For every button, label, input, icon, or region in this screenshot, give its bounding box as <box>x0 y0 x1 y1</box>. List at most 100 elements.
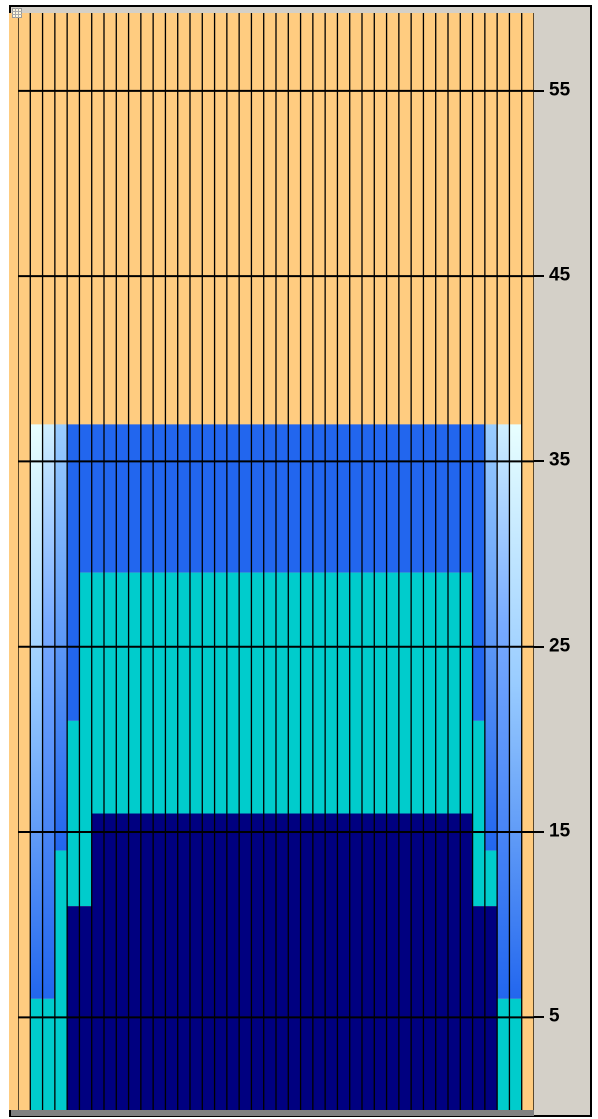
heatmap-cell-navy <box>165 813 178 1110</box>
heatmap-cell-teal <box>54 850 68 1110</box>
heatmap-cell-blue <box>190 424 203 573</box>
heatmap-cell-navy <box>374 813 387 1110</box>
heatmap-cell-navy <box>276 813 289 1110</box>
heatmap-cell-teal <box>509 998 522 1110</box>
heatmap-cell-teal <box>140 572 154 814</box>
heatmap-cell-teal <box>153 572 166 814</box>
y-tick-mark <box>534 1016 544 1019</box>
heatmap-cell-blue <box>140 424 154 573</box>
heatmap-cell-teal <box>497 998 510 1110</box>
heatmap-cell-teal <box>472 720 485 907</box>
heatmap-cell-navy <box>190 813 203 1110</box>
heatmap-cell-navy <box>460 813 473 1110</box>
heatmap-cell-blue <box>165 424 178 573</box>
heatmap-cell-blue <box>484 424 498 851</box>
heatmap-cell-blue <box>214 424 227 573</box>
heatmap-cell-teal <box>435 572 448 814</box>
heatmap-cell-blue <box>349 424 362 573</box>
heatmap-cell-teal <box>190 572 203 814</box>
bottom-scrollbar[interactable] <box>11 1110 534 1116</box>
y-tick-mark <box>534 89 544 92</box>
y-tick-label: 5 <box>549 1005 560 1027</box>
heatmap-cell-blue <box>300 424 313 573</box>
y-tick-mark <box>534 831 544 834</box>
heatmap-cell-blue <box>153 424 166 573</box>
y-tick-label: 45 <box>549 264 571 286</box>
heatmap-cell-teal <box>67 720 80 907</box>
heatmap-cell-blue <box>42 424 55 999</box>
heatmap-cell-teal <box>276 572 289 814</box>
heatmap-cell-blue <box>423 424 436 573</box>
heatmap-cell-navy <box>398 813 412 1110</box>
heatmap-cell-blue <box>386 424 399 573</box>
heatmap-cell-blue <box>202 424 215 573</box>
heatmap-cell-teal <box>79 572 92 907</box>
heatmap-cell-blue <box>116 424 129 573</box>
heatmap-cell-teal <box>398 572 412 814</box>
heatmap-cell-blue <box>337 424 350 573</box>
heatmap-cell-blue <box>497 424 510 999</box>
heatmap-cell-blue <box>398 424 412 573</box>
heatmap-cell-teal <box>91 572 104 814</box>
heatmap-cell-teal <box>288 572 301 814</box>
heatmap-cell-navy <box>349 813 362 1110</box>
heatmap-cell-navy <box>104 813 117 1110</box>
heatmap-cell-navy <box>177 813 190 1110</box>
heatmap-cell-teal <box>349 572 362 814</box>
heatmap-cell-teal <box>177 572 190 814</box>
heatmap-cell-blue <box>374 424 387 573</box>
y-tick-label: 25 <box>549 635 571 657</box>
y-tick-label: 55 <box>549 79 571 101</box>
heatmap-cell-navy <box>128 813 141 1110</box>
heatmap-cell-teal <box>312 572 326 814</box>
heatmap-cell-blue <box>54 424 68 851</box>
heatmap-cell-blue <box>128 424 141 573</box>
heatmap-cell-teal <box>116 572 129 814</box>
heatmap-cell-teal <box>423 572 436 814</box>
heatmap-cell-blue <box>104 424 117 573</box>
heatmap-cell-blue <box>276 424 289 573</box>
heatmap-cell-blue <box>460 424 473 573</box>
heatmap-cell-navy <box>411 813 424 1110</box>
heatmap-cell-blue <box>67 424 80 721</box>
heatmap-cell-blue <box>472 424 485 721</box>
heatmap-cell-navy <box>91 813 104 1110</box>
heatmap-cell-blue <box>263 424 276 573</box>
heatmap-cell-blue <box>362 424 375 573</box>
heatmap-cell-blue <box>411 424 424 573</box>
heatmap-cell-teal <box>484 850 498 907</box>
heatmap-cell-teal <box>386 572 399 814</box>
y-tick-mark <box>534 645 544 648</box>
heatmap-cell-teal <box>239 572 252 814</box>
heatmap-cell-navy <box>214 813 227 1110</box>
heatmap-cell-navy <box>140 813 154 1110</box>
heatmap-cell-teal <box>251 572 264 814</box>
heatmap-cell-teal <box>448 572 461 814</box>
heatmap-cell-blue <box>251 424 264 573</box>
heatmap-cell-navy <box>362 813 375 1110</box>
heatmap-cell-blue <box>226 424 240 573</box>
heatmap-cell-teal <box>30 998 43 1110</box>
y-tick-label: 15 <box>549 820 571 842</box>
heatmap-cell-teal <box>104 572 117 814</box>
heatmap-cell-navy <box>472 906 485 1110</box>
heatmap-cell-teal <box>411 572 424 814</box>
heatmap-cell-navy <box>288 813 301 1110</box>
heatmap-cell-navy <box>312 813 326 1110</box>
heatmap-cell-teal <box>460 572 473 814</box>
heatmap-cell-teal <box>214 572 227 814</box>
heatmap-cell-navy <box>79 906 92 1110</box>
heatmap-cell-blue <box>79 424 92 573</box>
heatmap-cell-blue <box>288 424 301 573</box>
heatmap-cell-navy <box>251 813 264 1110</box>
heatmap-cell-teal <box>263 572 276 814</box>
grid-icon <box>12 8 22 18</box>
heatmap-cell-navy <box>386 813 399 1110</box>
heatmap-cell-navy <box>484 906 498 1110</box>
heatmap-plot <box>18 13 534 1110</box>
heatmap-cell-navy <box>116 813 129 1110</box>
heatmap-cell-navy <box>153 813 166 1110</box>
heatmap-cell-navy <box>300 813 313 1110</box>
left-gutter <box>9 13 18 1110</box>
heatmap-cell-blue <box>509 424 522 999</box>
